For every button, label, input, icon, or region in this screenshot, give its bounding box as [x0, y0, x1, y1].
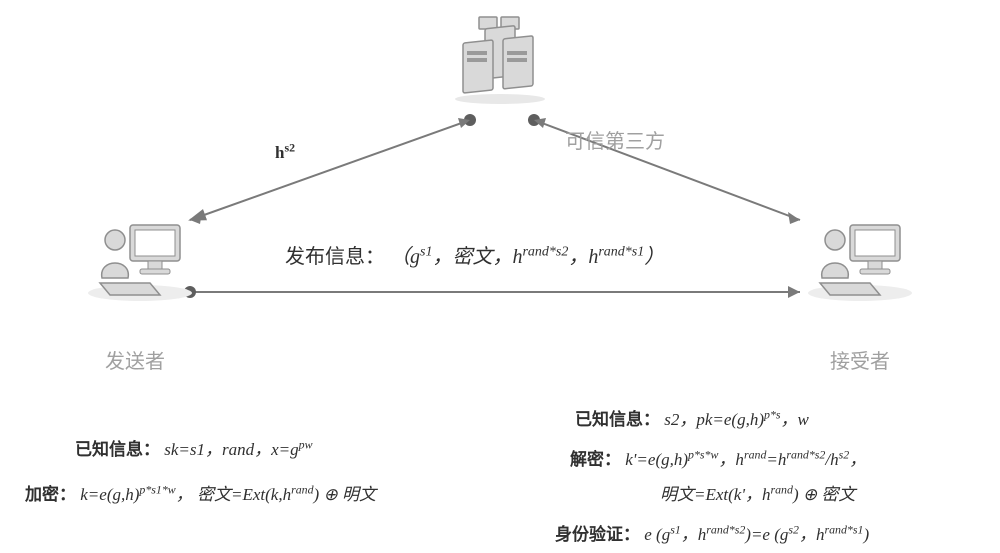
receiver-known-label: 已知信息：	[575, 410, 660, 429]
receiver-auth-value: e (gs1，hrand*s2)=e (gs2，hrand*s1)	[644, 525, 869, 544]
publish-prefix: 发布信息：	[285, 246, 385, 268]
receiver-auth: 身份验证： e (gs1，hrand*s2)=e (gs2，hrand*s1)	[555, 520, 869, 545]
receiver-known: 已知信息： s2，pk=e(g,h)p*s，w	[575, 405, 809, 430]
sender-encrypt: 加密： k=e(g,h)p*s1*w， 密文=Ext(k,hrand) ⊕ 明文	[25, 480, 376, 505]
diagram-stage: 可信第三方 发送者	[0, 0, 1000, 553]
sender-label: 发送者	[105, 345, 165, 374]
sender-known: 已知信息： sk=s1，rand，x=gpw	[75, 435, 313, 460]
sender-encrypt-value: k=e(g,h)p*s1*w， 密文=Ext(k,hrand) ⊕ 明文	[80, 485, 376, 504]
publish-content: （gs1，密文，hrand*s2，hrand*s1）	[390, 246, 664, 268]
receiver-decrypt-label: 解密：	[570, 450, 621, 469]
edge-annot-hs2: hs2	[275, 140, 295, 163]
sender-known-label: 已知信息：	[75, 440, 160, 459]
edge-annot-hs2-text: hs2	[275, 143, 295, 162]
receiver-decrypt2: 明文=Ext(k'，hrand) ⊕ 密文	[660, 480, 855, 505]
sender-known-value: sk=s1，rand，x=gpw	[164, 440, 312, 459]
receiver-known-value: s2，pk=e(g,h)p*s，w	[664, 410, 809, 429]
ttp-label: 可信第三方	[565, 125, 665, 154]
publish-message: 发布信息： （gs1，密文，hrand*s2，hrand*s1）	[285, 240, 664, 269]
servers-icon	[445, 15, 555, 105]
receiver-decrypt-value: k'=e(g,h)p*s*w，hrand=hrand*s2/hs2，	[625, 450, 866, 469]
sender-encrypt-label: 加密：	[25, 485, 76, 504]
receiver-decrypt: 解密： k'=e(g,h)p*s*w，hrand=hrand*s2/hs2，	[570, 445, 866, 470]
receiver-label: 接受者	[830, 345, 890, 374]
receiver-decrypt2-value: 明文=Ext(k'，hrand) ⊕ 密文	[660, 485, 855, 504]
receiver-auth-label: 身份验证：	[555, 525, 640, 544]
sender-icon	[80, 205, 200, 305]
receiver-icon	[800, 205, 920, 305]
